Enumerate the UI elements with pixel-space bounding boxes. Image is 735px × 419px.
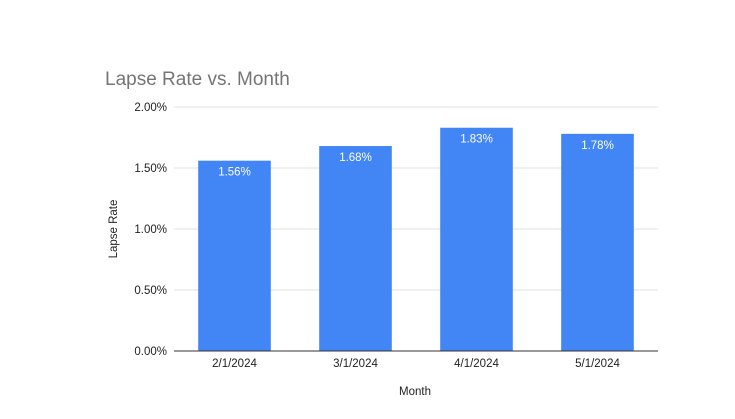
bar-data-label: 1.68%: [339, 152, 372, 164]
bar-data-label: 1.78%: [581, 140, 614, 152]
y-tick-label: 1.00%: [134, 224, 167, 236]
x-axis-ticks: 2/1/2024 3/1/2024 4/1/2024 5/1/2024: [212, 358, 620, 370]
bar-data-label: 1.56%: [218, 167, 251, 179]
x-axis-label: Month: [399, 386, 431, 398]
y-tick-label: 0.50%: [134, 285, 167, 297]
bar: [198, 160, 271, 351]
y-tick-label: 1.50%: [134, 163, 167, 175]
bar: [319, 146, 392, 351]
x-tick-label: 5/1/2024: [575, 358, 620, 370]
x-tick-label: 2/1/2024: [212, 358, 257, 370]
bar: [561, 133, 634, 351]
y-axis-ticks: 0.00% 0.50% 1.00% 1.50% 2.00%: [134, 102, 167, 358]
y-tick-label: 0.00%: [134, 346, 167, 358]
x-tick-label: 4/1/2024: [454, 358, 499, 370]
y-axis-label: Lapse Rate: [108, 200, 120, 259]
bars: 1.56% 1.68% 1.83% 1.78%: [198, 127, 634, 352]
bar-data-label: 1.83%: [460, 134, 493, 146]
chart-title: Lapse Rate vs. Month: [105, 69, 290, 90]
bar: [440, 127, 513, 352]
x-tick-label: 3/1/2024: [333, 358, 378, 370]
y-tick-label: 2.00%: [134, 102, 167, 114]
